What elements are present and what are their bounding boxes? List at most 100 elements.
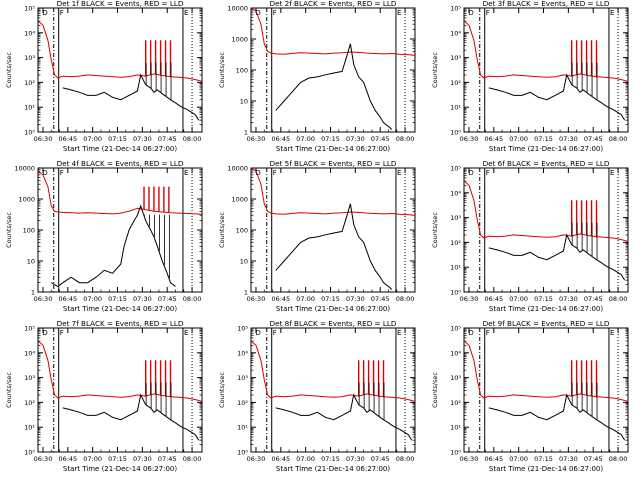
y-tick-label: 10¹ (450, 104, 461, 112)
marker-label-d: D (42, 9, 47, 17)
y-tick-label: 10⁵ (24, 325, 35, 333)
y-tick-label: 10⁰ (450, 449, 461, 457)
x-tick-label: 06:30 (247, 135, 266, 143)
y-tick-label: 10³ (450, 214, 461, 222)
x-tick-label: 07:45 (371, 455, 390, 463)
y-tick-label: 10¹ (450, 264, 461, 272)
y-tick-label: 10⁰ (450, 289, 461, 297)
marker-label-f: F (486, 9, 490, 17)
x-tick-label: 07:00 (509, 455, 528, 463)
marker-label-e: E (610, 169, 614, 177)
x-tick-label: 07:45 (584, 135, 603, 143)
x-tick-label: 07:45 (371, 295, 390, 303)
x-tick-label: 06:45 (484, 295, 503, 303)
plot-frame (250, 7, 416, 133)
y-tick-label: 10⁴ (24, 29, 35, 37)
x-tick-label: 08:00 (609, 135, 628, 143)
detector-panel-7: Det 7f BLACK = Events, RED = LLD 10⁰ 10¹ 10… (0, 320, 213, 480)
y-tick-label: 10000 (227, 165, 248, 173)
y-tick-label: 10² (450, 399, 461, 407)
series-line-lld (251, 168, 415, 216)
y-tick-label: 100 (236, 227, 248, 235)
x-axis-label: Start Time (21-Dec-14 06:27:00) (489, 305, 603, 313)
series-line-events (488, 73, 626, 121)
x-axis-label: Start Time (21-Dec-14 06:27:00) (276, 305, 390, 313)
y-tick-label: 10² (237, 399, 248, 407)
x-tick-label: 07:15 (321, 135, 340, 143)
x-tick-label: 07:45 (584, 455, 603, 463)
x-tick-label: 07:45 (584, 295, 603, 303)
y-axis-label: Counts/sec (5, 52, 13, 88)
detector-panel-3: Det 3f BLACK = Events, RED = LLD 10⁰ 10¹ 10… (426, 0, 639, 160)
marker-label-e: E (397, 329, 401, 337)
series-line-lld (38, 170, 202, 215)
x-tick-label: 07:15 (108, 295, 127, 303)
plot-frame (463, 7, 629, 133)
chart-title: Det 3f BLACK = Events, RED = LLD (483, 0, 610, 8)
plot-frame (250, 327, 416, 453)
series-line-lld (464, 340, 628, 402)
y-axis-label: Counts/sec (5, 212, 13, 248)
x-tick-label: 07:00 (296, 295, 315, 303)
detector-panel-6: Det 6f BLACK = Events, RED = LLD 10⁰ 10¹ 10… (426, 160, 639, 320)
y-tick-label: 10³ (237, 374, 248, 382)
x-tick-label: 07:15 (321, 295, 340, 303)
detector-chart-4: Det 4f BLACK = Events, RED = LLD 1 10 100 10… (5, 160, 203, 313)
series-line-events (51, 204, 176, 288)
x-tick-label: 07:45 (158, 135, 177, 143)
x-tick-label: 07:00 (83, 135, 102, 143)
y-tick-label: 100 (23, 227, 35, 235)
detector-panel-2: Det 2f BLACK = Events, RED = LLD 1 10 100 10… (213, 0, 426, 160)
y-axis-label: Counts/sec (218, 212, 226, 248)
marker-label-f: F (273, 329, 277, 337)
y-tick-label: 10² (450, 239, 461, 247)
series-line-lld (38, 340, 202, 402)
x-tick-label: 06:30 (34, 295, 53, 303)
y-tick-label: 1 (31, 289, 35, 297)
plot-frame (463, 327, 629, 453)
x-tick-label: 06:45 (271, 455, 290, 463)
x-tick-label: 07:30 (346, 135, 365, 143)
marker-label-e: E (397, 169, 401, 177)
series-line-lld (251, 340, 415, 402)
y-tick-label: 10 (240, 258, 248, 266)
chart-title: Det 2f BLACK = Events, RED = LLD (270, 0, 397, 8)
x-tick-label: 08:00 (396, 295, 415, 303)
y-tick-label: 10⁴ (450, 29, 461, 37)
marker-label-f: F (60, 169, 64, 177)
marker-label-d: D (255, 9, 260, 17)
y-tick-label: 10 (27, 258, 35, 266)
plot-frame (250, 167, 416, 293)
series-line-lld (38, 20, 202, 82)
y-tick-label: 10³ (24, 54, 35, 62)
detector-chart-3: Det 3f BLACK = Events, RED = LLD 10⁰ 10¹ 10… (431, 0, 629, 153)
x-tick-label: 06:30 (460, 295, 479, 303)
marker-label-f: F (486, 329, 490, 337)
x-tick-label: 07:45 (158, 295, 177, 303)
y-tick-label: 10⁵ (450, 5, 461, 13)
plot-frame (37, 7, 203, 133)
x-tick-label: 07:30 (133, 455, 152, 463)
y-axis-label: Counts/sec (431, 52, 439, 88)
y-axis-label: Counts/sec (5, 372, 13, 408)
marker-label-d: D (42, 169, 47, 177)
marker-label-d: D (468, 169, 473, 177)
y-axis-label: Counts/sec (431, 212, 439, 248)
y-tick-label: 10³ (24, 374, 35, 382)
y-tick-label: 10¹ (24, 424, 35, 432)
x-tick-label: 06:30 (34, 455, 53, 463)
x-tick-label: 07:30 (133, 135, 152, 143)
detector-chart-7: Det 7f BLACK = Events, RED = LLD 10⁰ 10¹ 10… (5, 320, 203, 473)
y-tick-label: 10¹ (237, 424, 248, 432)
series-line-events (62, 393, 200, 441)
x-axis-label: Start Time (21-Dec-14 06:27:00) (63, 145, 177, 153)
chart-title: Det 5f BLACK = Events, RED = LLD (270, 160, 397, 168)
plot-frame (37, 327, 203, 453)
y-tick-label: 10² (24, 79, 35, 87)
x-tick-label: 08:00 (396, 135, 415, 143)
x-tick-label: 06:45 (58, 135, 77, 143)
y-tick-label: 10⁴ (450, 349, 461, 357)
y-axis-label: Counts/sec (218, 372, 226, 408)
marker-label-d: D (42, 329, 47, 337)
